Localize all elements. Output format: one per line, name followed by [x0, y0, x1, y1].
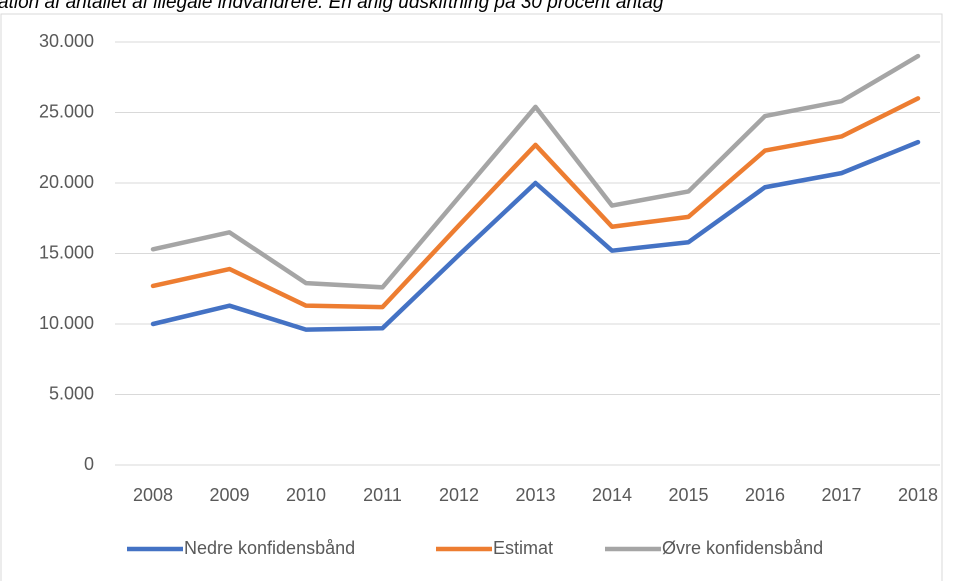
x-tick-label: 2018	[898, 485, 938, 505]
x-tick-label: 2009	[209, 485, 249, 505]
x-tick-label: 2014	[592, 485, 632, 505]
y-tick-label: 20.000	[39, 172, 94, 192]
x-tick-label: 2012	[439, 485, 479, 505]
chart-title: ation af antallet af illegale indvandrer…	[0, 0, 664, 13]
y-tick-label: 10.000	[39, 313, 94, 333]
legend-label: Øvre konfidensbånd	[662, 538, 823, 558]
x-tick-label: 2017	[821, 485, 861, 505]
line-series	[150, 139, 921, 332]
y-tick-label: 15.000	[39, 242, 94, 262]
x-tick-label: 2013	[515, 485, 555, 505]
x-tick-label: 2010	[286, 485, 326, 505]
y-tick-label: 0	[84, 454, 94, 474]
line-series	[150, 96, 921, 310]
x-tick-label: 2008	[133, 485, 173, 505]
legend-label: Estimat	[493, 538, 553, 558]
x-tick-label: 2015	[668, 485, 708, 505]
y-tick-label: 25.000	[39, 101, 94, 121]
x-tick-label: 2011	[363, 485, 402, 505]
legend-label: Nedre konfidensbånd	[184, 538, 355, 558]
chart-frame	[0, 13, 943, 581]
y-tick-label: 5.000	[49, 383, 94, 403]
line-series	[150, 53, 921, 290]
y-tick-label: 30.000	[39, 31, 94, 51]
x-tick-label: 2016	[745, 485, 785, 505]
